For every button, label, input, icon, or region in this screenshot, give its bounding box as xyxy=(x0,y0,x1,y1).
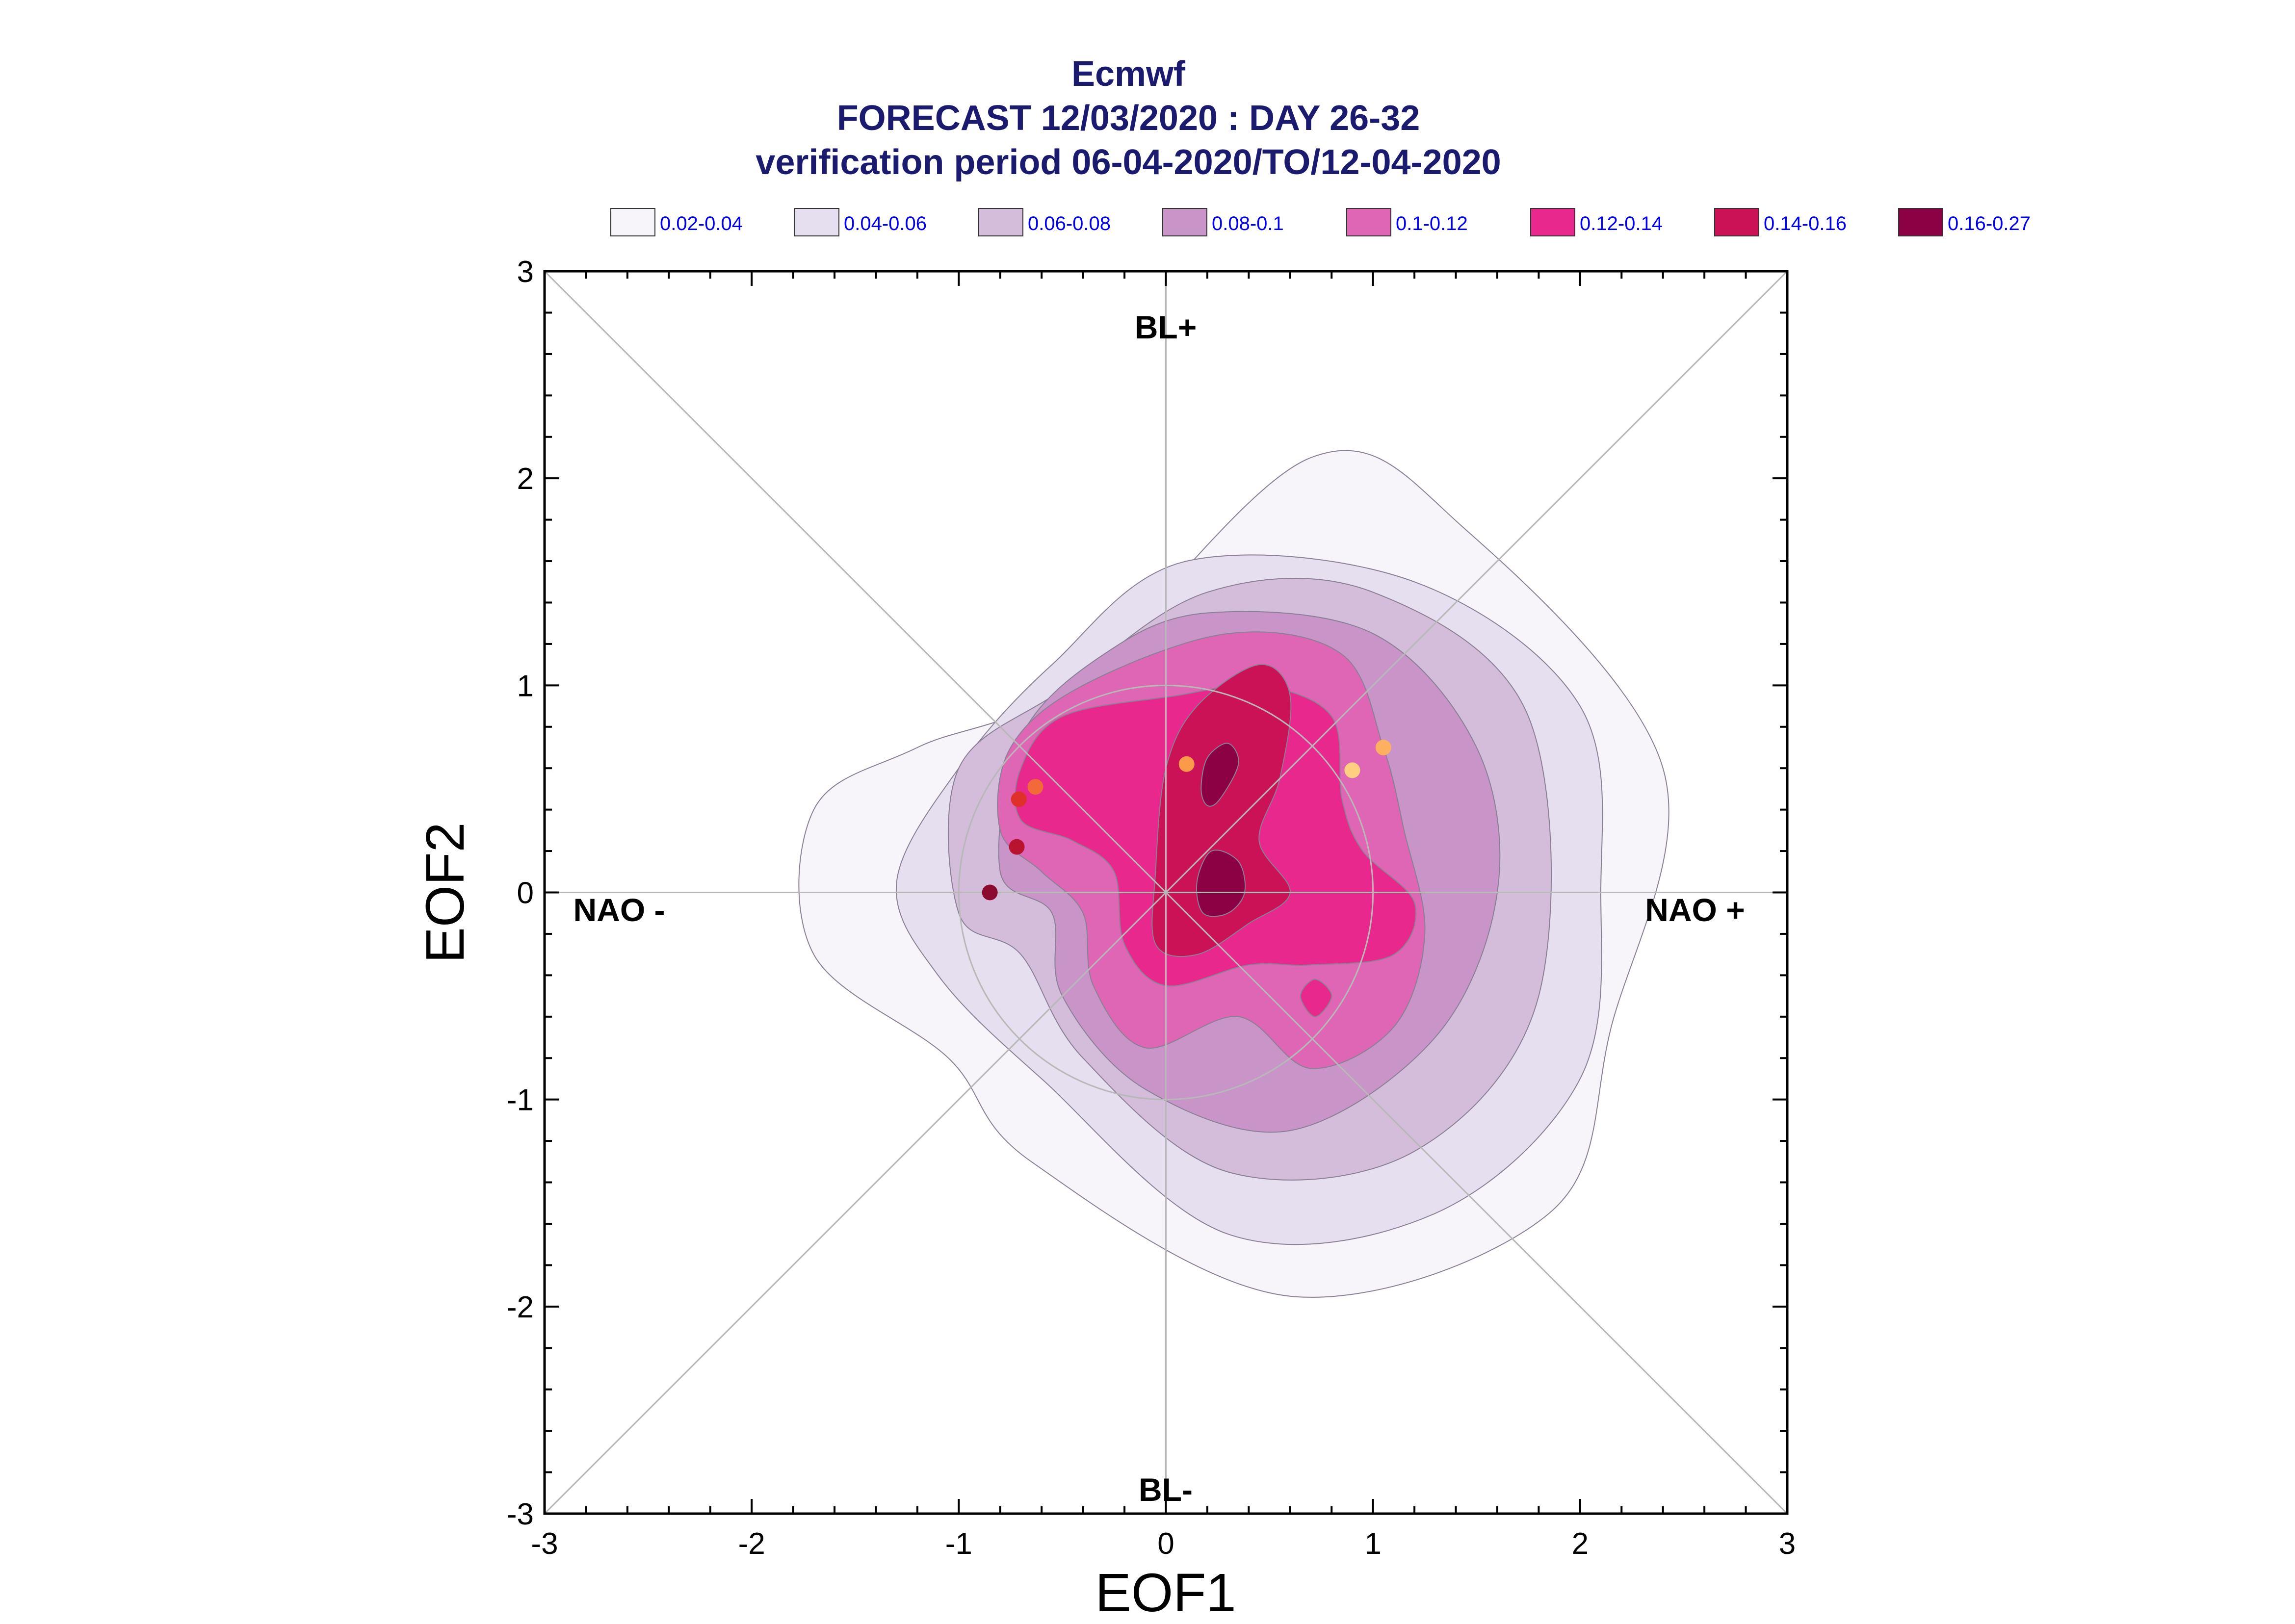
x-tick-label: -3 xyxy=(531,1527,558,1561)
legend-label: 0.16-0.27 xyxy=(1948,213,2031,234)
legend-swatch xyxy=(1898,208,1943,236)
legend-label: 0.14-0.16 xyxy=(1764,213,1847,234)
y-tick-label: -1 xyxy=(507,1083,534,1117)
x-tick-label: -1 xyxy=(945,1527,972,1561)
legend-label: 0.08-0.1 xyxy=(1212,213,1284,234)
state-point xyxy=(1009,839,1025,855)
chart-title: Ecmwf FORECAST 12/03/2020 : DAY 26-32 ve… xyxy=(756,54,1501,182)
legend-swatch xyxy=(978,208,1023,236)
legend-swatch xyxy=(794,208,839,236)
unit-circle xyxy=(958,684,1374,1101)
legend-swatch xyxy=(1530,208,1575,236)
state-point xyxy=(1344,762,1360,778)
y-tick-label: 3 xyxy=(517,255,534,289)
y-tick-label: 1 xyxy=(517,669,534,703)
regime-label-nao-minus: NAO - xyxy=(574,892,665,928)
y-axis-title: EOF2 xyxy=(415,822,475,963)
y-tick-label: 2 xyxy=(517,462,534,496)
legend-label: 0.06-0.08 xyxy=(1028,213,1111,234)
state-point xyxy=(1178,756,1195,772)
legend-label: 0.12-0.14 xyxy=(1580,213,1663,234)
legend-swatch xyxy=(610,208,655,236)
axis-ticks: -3 -2 -1 0 1 2 3 -3 -2 -1 0 1 2 3 xyxy=(507,255,1796,1561)
y-tick-label: -2 xyxy=(507,1290,534,1324)
x-tick-label: 3 xyxy=(1779,1527,1796,1561)
regime-label-bl-plus: BL+ xyxy=(1135,309,1197,345)
x-tick-label: 1 xyxy=(1364,1527,1381,1561)
x-tick-label: 0 xyxy=(1157,1527,1174,1561)
plot-area: -3 -2 -1 0 1 2 3 -3 -2 -1 0 1 2 3 xyxy=(507,255,1796,1561)
y-tick-label: -3 xyxy=(507,1497,534,1531)
x-axis-title: EOF1 xyxy=(1095,1563,1236,1623)
title-line-3: verification period 06-04-2020/TO/12-04-… xyxy=(756,143,1501,182)
x-tick-label: -2 xyxy=(738,1527,765,1561)
state-points xyxy=(982,739,1391,901)
state-point xyxy=(1011,791,1027,807)
regime-label-bl-minus: BL- xyxy=(1139,1471,1193,1508)
y-tick-label: 0 xyxy=(517,876,534,910)
legend: 0.02-0.04 0.04-0.06 0.06-0.08 0.08-0.1 0.1-0… xyxy=(610,208,2031,236)
contour-band xyxy=(1200,743,1239,807)
contour-band xyxy=(1151,664,1292,957)
state-point xyxy=(982,884,998,901)
legend-label: 0.04-0.06 xyxy=(844,213,927,234)
regime-label-nao-plus: NAO + xyxy=(1645,892,1745,928)
legend-label: 0.02-0.04 xyxy=(660,213,743,234)
guide-lines xyxy=(544,270,1788,1515)
legend-swatch xyxy=(1346,208,1391,236)
legend-swatch xyxy=(1714,208,1759,236)
legend-label: 0.1-0.12 xyxy=(1396,213,1468,234)
contour-layer xyxy=(798,450,1669,1298)
title-line-2: FORECAST 12/03/2020 : DAY 26-32 xyxy=(837,99,1420,138)
title-line-1: Ecmwf xyxy=(1071,54,1186,94)
state-point xyxy=(1375,739,1391,755)
contour-band xyxy=(1300,979,1332,1017)
legend-swatch xyxy=(1162,208,1207,236)
x-tick-label: 2 xyxy=(1572,1527,1589,1561)
state-point xyxy=(1027,779,1043,795)
